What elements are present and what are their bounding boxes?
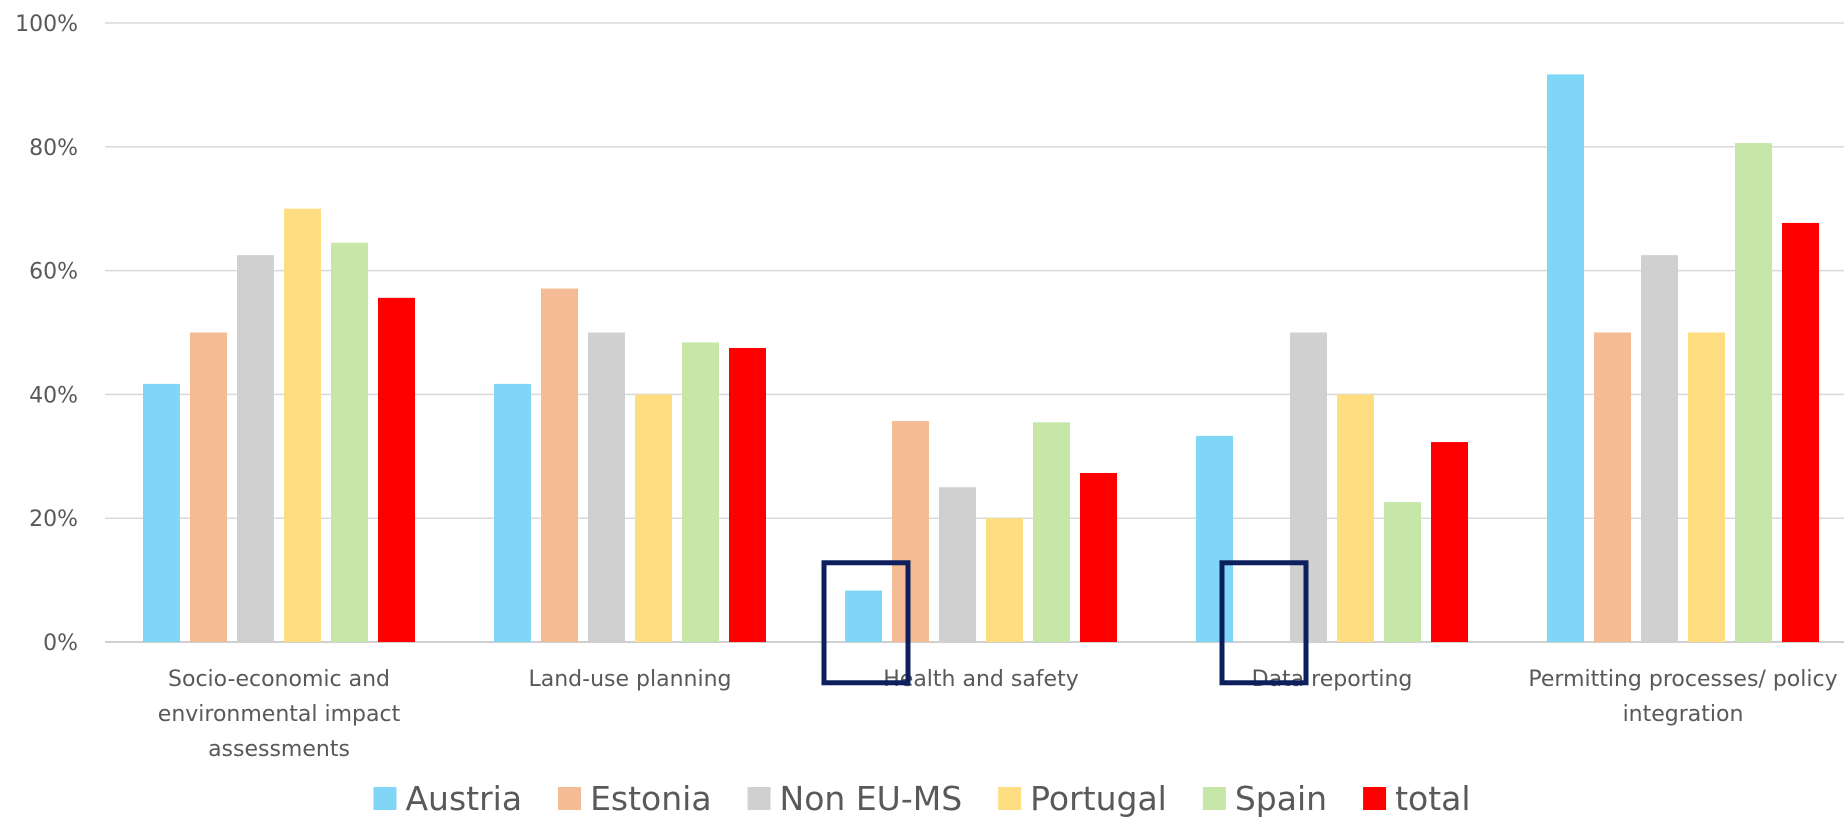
legend-swatch	[998, 787, 1022, 810]
annotations	[821, 560, 1309, 686]
bar-total-4	[1782, 222, 1819, 642]
legend: Austria Estonia Non EU-MS Portugal Spain tota…	[373, 779, 1471, 818]
bar-total-3	[1431, 442, 1468, 642]
legend-swatch	[747, 787, 771, 810]
highlight-box	[821, 560, 911, 686]
legend-label: total	[1395, 779, 1470, 818]
bar-portugal-3	[1337, 394, 1374, 642]
category-label-line: Data reporting	[1252, 667, 1413, 692]
y-tick-label: 80%	[29, 136, 78, 161]
y-tick-label: 20%	[29, 507, 78, 532]
y-tick-label: 100%	[15, 12, 78, 37]
legend-swatch	[1363, 787, 1387, 810]
y-tick-label: 0%	[43, 631, 78, 656]
bar-austria-1	[494, 383, 531, 642]
legend-label: Estonia	[590, 779, 711, 818]
bar-portugal-1	[635, 394, 672, 642]
bar-estonia-1	[541, 288, 578, 642]
bar-austria-2	[845, 590, 882, 642]
legend-label: Spain	[1235, 779, 1327, 818]
bars	[143, 74, 1819, 642]
legend-label: Portugal	[1030, 779, 1167, 818]
y-tick-label: 60%	[29, 260, 78, 285]
legend-label: Austria	[405, 779, 522, 818]
category-label-line: assessments	[208, 737, 350, 762]
category-label: Health and safety	[883, 667, 1079, 692]
bar-non-eu-ms-4	[1641, 255, 1678, 642]
category-label: Permitting processes/ policy integration	[1528, 667, 1837, 727]
bar-spain-2	[1033, 422, 1070, 642]
category-label-line: Permitting processes/ policy	[1528, 667, 1837, 692]
bar-total-1	[729, 347, 766, 642]
y-tick-label: 40%	[29, 383, 78, 408]
highlight-box	[1219, 560, 1309, 686]
bar-total-0	[378, 297, 415, 642]
category-label: Socio-economic and environmental impact as…	[158, 667, 401, 762]
bar-estonia-0	[190, 332, 227, 642]
bar-austria-4	[1547, 74, 1584, 642]
bar-non-eu-ms-0	[237, 255, 274, 642]
category-label: Land-use planning	[529, 667, 732, 692]
category-label-line: Health and safety	[883, 667, 1079, 692]
category-label-line: Socio-economic and	[168, 667, 390, 692]
category-labels: Socio-economic and environmental impact as…	[158, 667, 1838, 762]
legend-label: Non EU-MS	[780, 779, 963, 818]
bar-portugal-2	[986, 518, 1023, 642]
category-label-line: environmental impact	[158, 702, 401, 727]
bar-non-eu-ms-1	[588, 332, 625, 642]
bar-non-eu-ms-2	[939, 487, 976, 642]
category-label: Data reporting	[1252, 667, 1413, 692]
bar-total-2	[1080, 473, 1117, 642]
bar-estonia-4	[1594, 332, 1631, 642]
bar-portugal-4	[1688, 332, 1725, 642]
bar-spain-0	[331, 242, 368, 642]
category-label-line: integration	[1623, 702, 1744, 727]
category-label-line: Land-use planning	[529, 667, 732, 692]
y-axis-tick-labels: 0% 20% 40% 60% 80% 100%	[15, 12, 78, 656]
legend-swatch	[558, 787, 582, 810]
bar-spain-3	[1384, 502, 1421, 642]
bar-austria-0	[143, 383, 180, 642]
bar-spain-1	[682, 342, 719, 642]
bar-portugal-0	[284, 208, 321, 642]
bar-austria-3	[1196, 435, 1233, 642]
legend-swatch	[1202, 787, 1226, 810]
bar-spain-4	[1735, 143, 1772, 642]
legend-swatch	[373, 787, 397, 810]
